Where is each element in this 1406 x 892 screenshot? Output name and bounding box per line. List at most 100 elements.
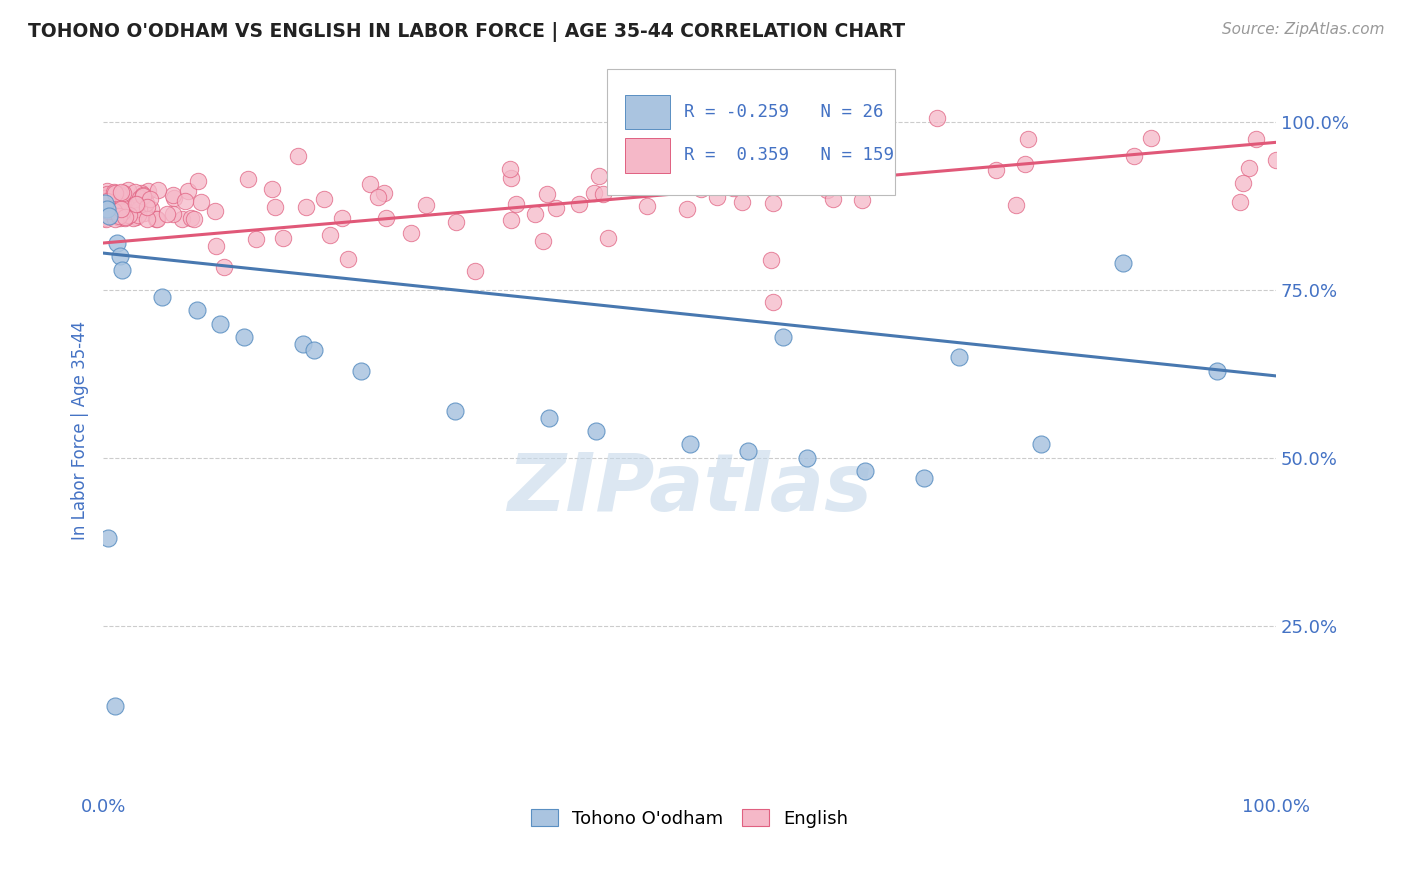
Point: [132, 188, 155, 202]
Point: [855, 464, 877, 478]
Point: [150, 290, 173, 304]
Point: [183, 211, 205, 226]
Point: [214, 260, 236, 275]
Point: [585, 424, 607, 438]
Point: [105, 235, 128, 250]
Point: [772, 330, 794, 344]
Point: [108, 249, 131, 263]
Point: [711, 163, 734, 178]
Point: [104, 699, 127, 714]
Point: [96, 184, 118, 198]
Point: [721, 180, 744, 194]
Point: [132, 205, 155, 219]
Point: [762, 294, 785, 309]
Point: [762, 195, 785, 210]
Point: [105, 188, 128, 202]
Text: Source: ZipAtlas.com: Source: ZipAtlas.com: [1222, 22, 1385, 37]
Point: [97, 204, 120, 219]
Y-axis label: In Labor Force | Age 35-44: In Labor Force | Age 35-44: [72, 321, 89, 541]
Point: [104, 186, 127, 201]
Point: [912, 471, 935, 485]
Point: [107, 186, 129, 201]
Point: [156, 207, 179, 221]
Point: [108, 208, 131, 222]
Point: [1017, 132, 1039, 146]
Point: [295, 200, 318, 214]
Point: [96, 202, 118, 217]
Point: [146, 212, 169, 227]
Point: [588, 169, 610, 183]
Point: [112, 193, 135, 207]
Point: [110, 202, 132, 216]
Point: [180, 211, 202, 225]
Point: [948, 350, 970, 364]
Point: [110, 207, 132, 221]
Legend: Tohono O'odham, English: Tohono O'odham, English: [523, 802, 855, 835]
Point: [592, 186, 614, 201]
Point: [132, 189, 155, 203]
Point: [245, 232, 267, 246]
Point: [536, 186, 558, 201]
Point: [114, 204, 136, 219]
Point: [124, 185, 146, 199]
Point: [367, 190, 389, 204]
Point: [118, 209, 141, 223]
Point: [415, 198, 437, 212]
Point: [103, 185, 125, 199]
Point: [104, 211, 127, 226]
Point: [823, 192, 845, 206]
Point: [505, 196, 527, 211]
Point: [100, 202, 122, 217]
Point: [125, 211, 148, 225]
Point: [128, 202, 150, 216]
Point: [1014, 156, 1036, 170]
Bar: [626, 95, 669, 129]
Point: [145, 211, 167, 226]
Point: [204, 238, 226, 252]
Point: [121, 211, 143, 226]
Point: [111, 263, 134, 277]
Point: [170, 212, 193, 227]
Point: [94, 191, 117, 205]
Point: [796, 450, 818, 465]
Point: [97, 193, 120, 207]
Point: [94, 212, 117, 227]
Point: [105, 186, 128, 201]
Point: [692, 163, 714, 178]
Point: [103, 200, 125, 214]
Point: [111, 195, 134, 210]
Point: [236, 172, 259, 186]
Point: [110, 185, 132, 199]
Point: [111, 205, 134, 219]
Text: ZIPatlas: ZIPatlas: [508, 450, 872, 528]
Point: [636, 199, 658, 213]
Point: [302, 343, 325, 358]
Point: [174, 194, 197, 209]
Point: [108, 195, 131, 210]
Point: [1264, 153, 1286, 167]
Point: [118, 198, 141, 212]
Point: [1031, 437, 1053, 451]
Point: [1140, 130, 1163, 145]
Point: [399, 226, 422, 240]
Point: [373, 186, 395, 201]
Point: [139, 202, 162, 216]
Point: [96, 194, 118, 208]
Point: [190, 194, 212, 209]
Point: [730, 194, 752, 209]
Point: [524, 206, 547, 220]
Point: [104, 186, 127, 200]
Point: [359, 177, 381, 191]
Point: [499, 161, 522, 176]
Point: [1206, 363, 1229, 377]
Point: [136, 200, 159, 214]
Point: [136, 184, 159, 198]
Point: [1005, 198, 1028, 212]
Point: [100, 196, 122, 211]
Text: R = -0.259   N = 26: R = -0.259 N = 26: [683, 103, 883, 121]
Point: [568, 197, 591, 211]
Text: R =  0.359   N = 159: R = 0.359 N = 159: [683, 146, 894, 164]
Point: [759, 252, 782, 267]
Point: [117, 183, 139, 197]
Point: [105, 206, 128, 220]
